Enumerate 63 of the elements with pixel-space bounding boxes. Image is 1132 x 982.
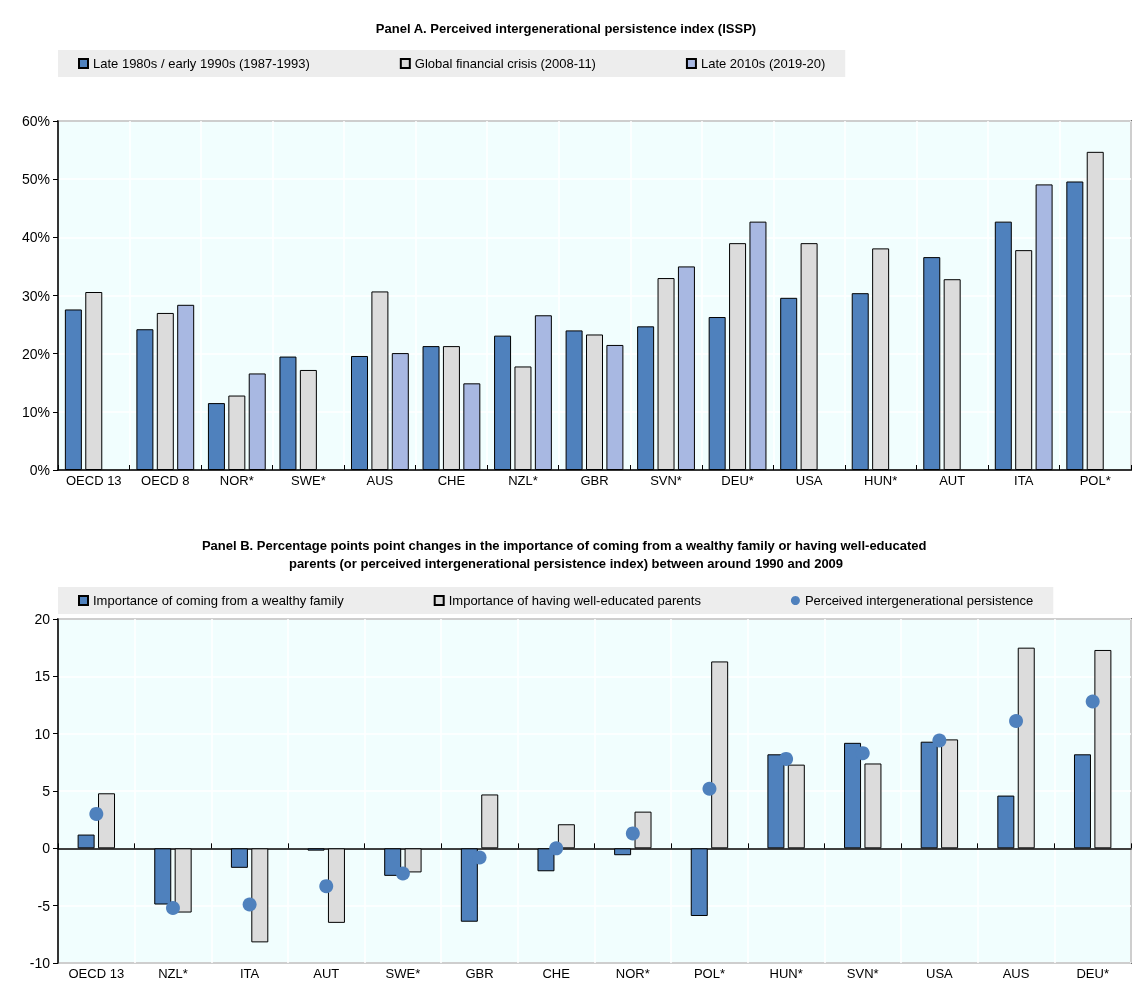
y-tick-label: 50% bbox=[21, 171, 50, 188]
x-tick-label: GBR bbox=[465, 966, 494, 981]
point bbox=[242, 897, 257, 912]
y-tick-label: 10% bbox=[21, 403, 50, 420]
y-tick-label: 20% bbox=[21, 345, 50, 362]
legend-label: Late 2010s (2019-20) bbox=[700, 56, 826, 71]
point bbox=[932, 733, 947, 748]
legend-label: Late 1980s / early 1990s (1987-1993) bbox=[93, 56, 310, 71]
x-tick-label: POL* bbox=[693, 966, 725, 981]
x-tick-label: NOR* bbox=[219, 473, 254, 488]
point bbox=[89, 806, 104, 821]
x-tick-label: CHE bbox=[542, 966, 571, 981]
x-tick-label: DEU* bbox=[721, 473, 754, 488]
y-tick-label: -10 bbox=[29, 955, 51, 971]
x-tick-label: CHE bbox=[437, 473, 466, 488]
legend-label: Importance of having well-educated parents bbox=[448, 593, 702, 608]
legend-label: Importance of coming from a wealthy family bbox=[93, 593, 345, 608]
point bbox=[625, 826, 640, 841]
x-tick-label: NZL* bbox=[158, 966, 188, 981]
y-tick-label: 20 bbox=[34, 611, 51, 627]
x-tick-label: AUT bbox=[313, 966, 340, 981]
x-tick-label: OECD 13 bbox=[68, 966, 125, 981]
x-tick-label: DEU* bbox=[1076, 966, 1109, 981]
y-tick-label: 30% bbox=[21, 287, 50, 304]
chart-title: Panel A. Perceived intergenerational persistence index (ISSP) bbox=[375, 20, 757, 36]
x-tick-label: OECD 8 bbox=[141, 473, 190, 488]
x-tick-label: OECD 13 bbox=[65, 473, 122, 488]
point bbox=[319, 879, 334, 894]
y-tick-label: 0% bbox=[29, 462, 50, 478]
x-tick-label: SVN* bbox=[846, 966, 879, 981]
x-tick-label: POL* bbox=[1079, 473, 1111, 488]
y-tick-label: 60% bbox=[21, 113, 50, 129]
x-tick-label: AUS bbox=[366, 473, 394, 488]
point bbox=[165, 900, 180, 915]
x-tick-label: ITA bbox=[1014, 473, 1034, 488]
x-tick-label: USA bbox=[926, 966, 954, 981]
y-tick-label: 0 bbox=[42, 840, 51, 857]
x-tick-label: SWE* bbox=[385, 966, 421, 981]
point bbox=[702, 781, 717, 796]
x-tick-label: SVN* bbox=[650, 473, 682, 488]
legend-label: Perceived intergenerational persistence bbox=[804, 593, 1034, 608]
legend-label: Global financial crisis (2008-11) bbox=[414, 56, 596, 71]
x-tick-label: NOR* bbox=[615, 966, 650, 981]
x-tick-label: USA bbox=[795, 473, 823, 488]
point bbox=[1009, 714, 1024, 729]
x-tick-label: NZL* bbox=[508, 473, 538, 488]
x-tick-label: AUS bbox=[1002, 966, 1030, 981]
point bbox=[1085, 694, 1100, 709]
x-tick-label: SWE* bbox=[291, 473, 326, 488]
x-tick-label: HUN* bbox=[769, 966, 803, 981]
point bbox=[395, 866, 410, 881]
y-tick-label: 5 bbox=[42, 783, 51, 799]
y-tick-label: 10 bbox=[34, 725, 51, 742]
point bbox=[779, 751, 794, 766]
y-tick-label: 15 bbox=[34, 668, 51, 685]
x-tick-label: AUT bbox=[939, 473, 966, 488]
y-tick-label: 40% bbox=[21, 229, 50, 246]
chart-title: Panel B. Percentage points point changes in the importance of coming from a wealthy family or having well-educated parents (or perceived intergenerational persistence index) between around 1990 and 2009 bbox=[201, 537, 931, 571]
x-tick-label: ITA bbox=[239, 966, 260, 981]
y-tick-label: -5 bbox=[37, 897, 51, 914]
x-tick-label: HUN* bbox=[864, 473, 898, 488]
point bbox=[549, 841, 564, 856]
x-tick-label: GBR bbox=[580, 473, 609, 488]
